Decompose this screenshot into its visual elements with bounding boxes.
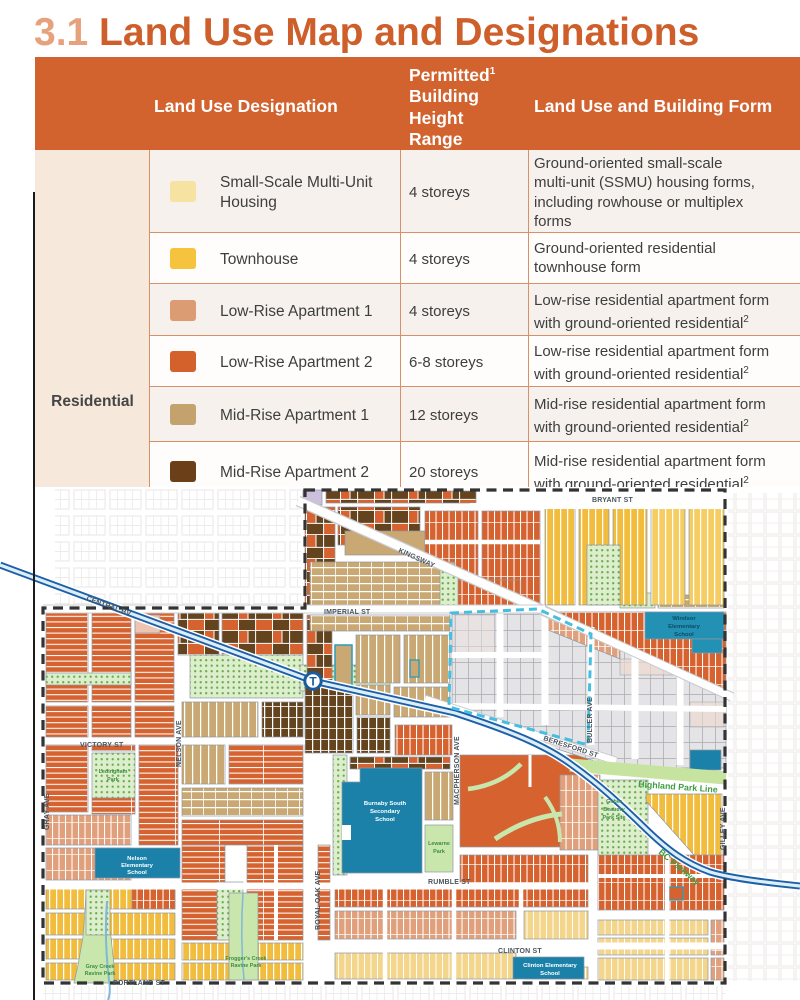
svg-text:School: School <box>674 632 694 638</box>
svg-text:Lewarne: Lewarne <box>428 841 450 847</box>
svg-text:GILLEY AVE: GILLEY AVE <box>720 807 727 850</box>
svg-text:Frogger's Creek: Frogger's Creek <box>225 956 266 962</box>
svg-text:VICTORY ST: VICTORY ST <box>80 742 124 749</box>
svg-text:NELSON AVE: NELSON AVE <box>176 720 183 767</box>
svg-text:CLINTON ST: CLINTON ST <box>498 948 542 955</box>
svg-text:School: School <box>375 817 395 823</box>
svg-text:Park: Park <box>433 849 445 855</box>
svg-text:Ledingham: Ledingham <box>99 769 128 775</box>
svg-text:Gray Creek: Gray Creek <box>86 964 115 970</box>
svg-text:MACPHERSON AVE: MACPHERSON AVE <box>454 736 461 805</box>
svg-text:Clinton Elementary: Clinton Elementary <box>523 963 577 969</box>
svg-text:BRYANT ST: BRYANT ST <box>592 497 633 504</box>
svg-text:Park Site: Park Site <box>602 815 625 821</box>
svg-text:ROYAL OAK AVE: ROYAL OAK AVE <box>315 870 322 930</box>
svg-text:Windsor: Windsor <box>672 616 696 622</box>
svg-text:T: T <box>309 675 317 689</box>
svg-text:School: School <box>127 870 147 876</box>
svg-text:School: School <box>540 971 560 977</box>
svg-text:IMPERIAL ST: IMPERIAL ST <box>324 609 371 616</box>
svg-text:BULLER AVE: BULLER AVE <box>587 697 594 743</box>
svg-text:Ravine Park: Ravine Park <box>85 971 116 977</box>
svg-text:GRAY AVE: GRAY AVE <box>44 793 51 830</box>
svg-text:Nelson: Nelson <box>127 856 147 862</box>
svg-text:PORTLAND ST: PORTLAND ST <box>113 980 165 987</box>
svg-text:RUMBLE ST: RUMBLE ST <box>428 879 471 886</box>
svg-text:Ravine Park: Ravine Park <box>231 963 262 969</box>
svg-text:Burnaby South: Burnaby South <box>364 801 407 807</box>
svg-text:Park: Park <box>107 777 119 783</box>
svg-text:Secondary: Secondary <box>370 809 401 815</box>
svg-text:Beaudry: Beaudry <box>603 807 625 813</box>
svg-text:Gober: Gober <box>606 799 623 805</box>
svg-text:Elementary: Elementary <box>668 624 700 630</box>
svg-text:Elementary: Elementary <box>121 863 153 869</box>
